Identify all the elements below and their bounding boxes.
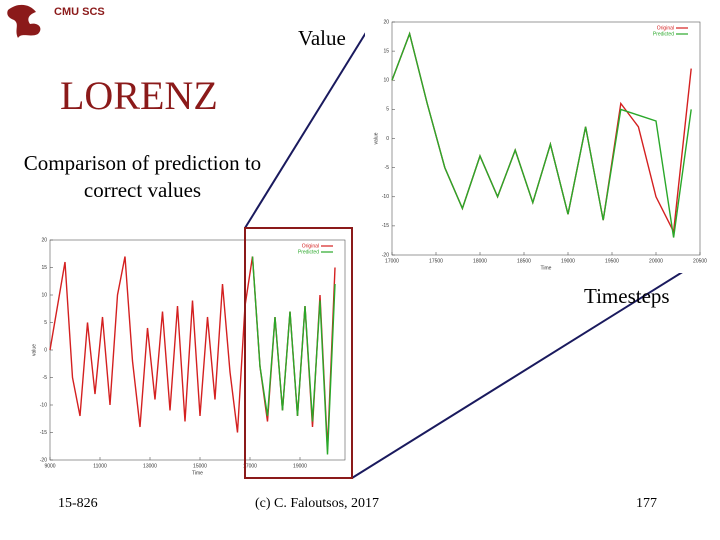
x-tick-label: 9000 [44,463,55,469]
y-tick-label: -15 [40,430,47,436]
zoom-line [244,17,376,229]
copyright: (c) C. Faloutsos, 2017 [255,496,380,511]
chart-background [30,230,350,478]
x-tick-label: 20000 [649,258,663,264]
y-axis-label: value [31,344,37,356]
y-tick-label: 0 [44,347,47,353]
course-number: 15-826 [58,496,98,511]
y-tick-label: 15 [383,48,389,54]
y-tick-label: 10 [41,292,47,298]
chart-background [365,15,705,273]
y-axis-label: value [373,132,379,144]
x-tick-label: 17000 [385,258,399,264]
y-tick-label: -20 [382,252,389,258]
legend-label: Predicted [653,31,674,37]
y-tick-label: 15 [41,265,47,271]
x-callout: Timesteps [584,284,670,308]
x-tick-label: 11000 [93,463,107,469]
x-tick-label: 20500 [693,258,707,264]
x-tick-label: 18000 [473,258,487,264]
slide-title: LORENZ [60,73,218,118]
legend-label: Original [302,243,319,249]
x-axis-label: Time [541,265,552,271]
y-tick-label: 10 [383,78,389,84]
zoom-box [244,227,353,479]
x-tick-label: 13000 [143,463,157,469]
logo-icon [7,4,41,39]
y-tick-label: -15 [382,223,389,229]
y-tick-label: 0 [386,136,389,142]
y-callout: Value [298,26,346,50]
legend-label: Original [657,25,674,31]
y-tick-label: 5 [386,107,389,113]
y-tick-label: -5 [385,165,390,171]
y-tick-label: 20 [41,237,47,243]
y-tick-label: -10 [382,194,389,200]
slide-subtitle: Comparison of prediction to correct valu… [23,151,262,202]
x-tick-label: 19000 [561,258,575,264]
x-tick-label: 19500 [605,258,619,264]
zoom-line [351,257,706,479]
series-line [251,256,336,455]
y-tick-label: -10 [40,402,47,408]
y-tick-label: -20 [40,457,47,463]
y-tick-label: 20 [383,19,389,25]
logo-text: CMU SCS [54,6,105,18]
y-tick-label: -5 [43,375,48,381]
x-axis-label: Time [192,470,203,476]
x-tick-label: 18500 [517,258,531,264]
x-tick-label: 15000 [193,463,207,469]
x-tick-label: 17000 [243,463,257,469]
x-tick-label: 19000 [293,463,307,469]
page-number: 177 [636,496,657,511]
legend-label: Predicted [298,249,319,255]
x-tick-label: 17500 [429,258,443,264]
y-tick-label: 5 [44,320,47,326]
series-line [391,31,692,238]
